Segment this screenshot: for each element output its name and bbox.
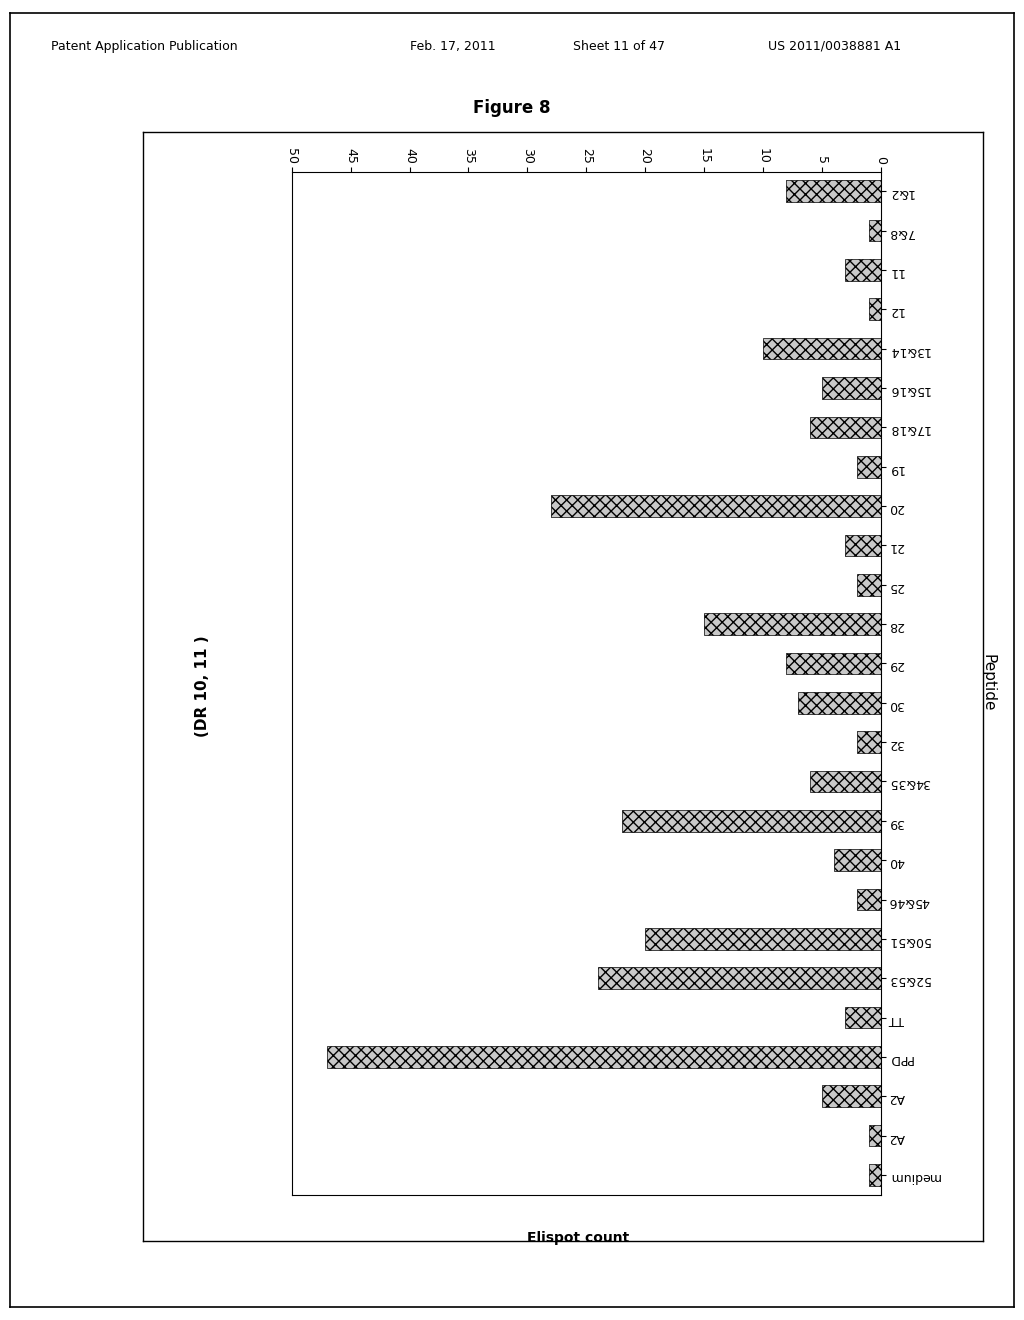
Bar — [868, 298, 881, 321]
Bar — [810, 417, 881, 438]
Bar — [845, 535, 881, 556]
Bar — [834, 849, 881, 871]
Bar — [868, 1125, 881, 1146]
Bar — [868, 1164, 881, 1185]
Bar — [821, 1085, 881, 1107]
Text: US 2011/0038881 A1: US 2011/0038881 A1 — [768, 40, 901, 53]
Bar — [821, 378, 881, 399]
Bar — [551, 495, 881, 517]
Bar — [810, 771, 881, 792]
Bar — [857, 574, 881, 595]
Bar — [703, 614, 881, 635]
Text: Elispot count: Elispot count — [527, 1232, 630, 1245]
Bar — [645, 928, 881, 949]
Bar — [845, 1007, 881, 1028]
Bar — [868, 220, 881, 242]
Bar — [622, 810, 881, 832]
Text: (DR 10, 11 ): (DR 10, 11 ) — [195, 636, 210, 737]
Y-axis label: Peptide: Peptide — [980, 655, 995, 711]
Bar — [857, 731, 881, 752]
Bar — [845, 259, 881, 281]
Bar — [763, 338, 881, 359]
Bar — [857, 455, 881, 478]
Text: Feb. 17, 2011: Feb. 17, 2011 — [410, 40, 496, 53]
Bar — [327, 1045, 881, 1068]
Bar — [857, 888, 881, 911]
Text: Figure 8: Figure 8 — [473, 99, 551, 117]
Bar — [786, 181, 881, 202]
Text: Sheet 11 of 47: Sheet 11 of 47 — [573, 40, 666, 53]
Text: Patent Application Publication: Patent Application Publication — [51, 40, 238, 53]
Bar — [786, 652, 881, 675]
Bar — [598, 968, 881, 989]
Bar — [798, 692, 881, 714]
